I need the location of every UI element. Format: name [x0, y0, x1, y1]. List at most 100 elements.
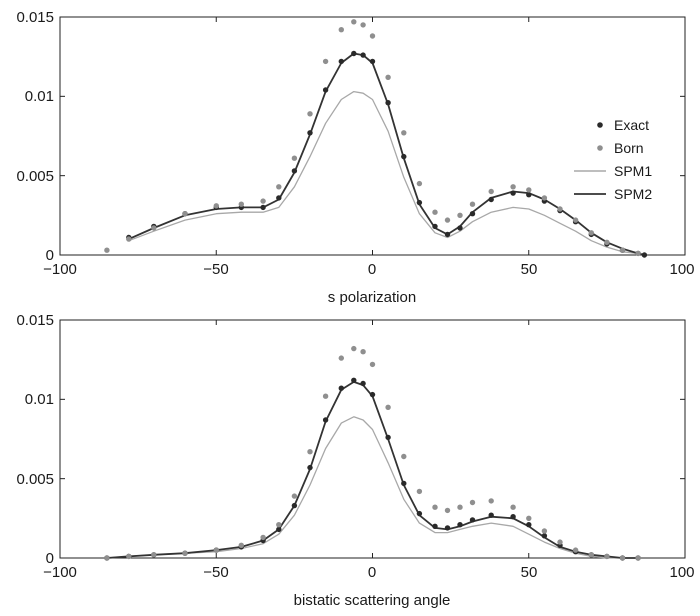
- top-series-exact-point: [360, 52, 366, 58]
- bottom-series-exact-point: [541, 533, 548, 539]
- top-series-born-point: [432, 209, 438, 215]
- top-series-born-point: [276, 184, 282, 190]
- bottom-series-born-point: [401, 453, 407, 460]
- top-series-born-point: [126, 236, 132, 242]
- bottom-series-born-point: [338, 355, 344, 361]
- top-series-born-point: [488, 188, 494, 195]
- bottom-xtick-label: −100: [43, 564, 77, 581]
- legend-label-born: Born: [614, 140, 644, 156]
- bottom-series-spm1-line: [106, 416, 639, 559]
- bottom-series-born-point: [557, 539, 563, 545]
- top-series-born-point: [104, 247, 110, 253]
- bottom-series-born-point: [213, 547, 219, 553]
- top-x-axis-label: s polarization: [328, 289, 416, 306]
- top-series-exact-point: [401, 153, 407, 160]
- legend: Exact Born SPM1 SPM2: [574, 117, 652, 202]
- bottom-series-exact-point: [432, 523, 438, 529]
- bottom-series-born-point: [307, 449, 313, 455]
- bottom-series-exact-point: [338, 385, 344, 391]
- top-series-born-point: [151, 225, 157, 231]
- bottom-ytick-label: 0: [46, 550, 54, 567]
- top-xtick-label: 100: [669, 261, 694, 278]
- top-ytick-label: 0.005: [16, 168, 54, 185]
- top-xtick-label: −100: [43, 261, 77, 278]
- bottom-series-born-point: [238, 542, 244, 548]
- top-series-exact-point: [641, 252, 648, 258]
- legend-label-spm2: SPM2: [614, 186, 652, 202]
- bottom-plot-series: [104, 345, 641, 561]
- top-series-exact-point: [526, 192, 532, 198]
- top-plot-series: [104, 19, 648, 258]
- top-series-born-point: [416, 180, 423, 187]
- legend-swatch-exact: [597, 122, 603, 128]
- bottom-series-exact-point: [360, 380, 366, 387]
- bottom-series-exact-point: [401, 480, 407, 487]
- top-series-born-point: [604, 239, 610, 245]
- top-series-exact-point: [457, 225, 463, 231]
- legend-swatch-born: [597, 145, 603, 151]
- top-series-born-point: [360, 22, 366, 28]
- bottom-ytick-label: 0.01: [25, 391, 54, 408]
- bottom-series-born-point: [541, 528, 548, 534]
- top-series-exact-point: [260, 204, 266, 211]
- bottom-series-born-point: [488, 498, 494, 504]
- bottom-series-born-point: [322, 393, 329, 399]
- top-series-born-point: [322, 58, 329, 65]
- bottom-xtick-label: 100: [669, 564, 694, 581]
- top-series-born-point: [619, 247, 626, 253]
- top-series-born-point: [182, 211, 188, 217]
- bottom-series-born-point: [588, 552, 594, 558]
- bottom-series-born-point: [444, 507, 451, 514]
- top-ytick-label: 0: [46, 247, 54, 264]
- bottom-series-born-point: [182, 550, 188, 556]
- bottom-series-born-point: [151, 552, 157, 558]
- bottom-series-born-point: [385, 404, 391, 410]
- bottom-series-exact-point: [469, 517, 476, 523]
- bottom-series-born-point: [526, 515, 532, 521]
- bottom-plot-ticks: [59, 319, 686, 559]
- bottom-series-born-point: [604, 553, 610, 560]
- top-series-exact-point: [416, 199, 423, 206]
- top-series-born-point: [557, 206, 563, 212]
- top-ytick-label: 0.015: [16, 9, 54, 26]
- bottom-series-born-point: [351, 345, 357, 352]
- bottom-series-born-point: [126, 553, 132, 560]
- top-series-exact-point: [432, 223, 438, 230]
- top-series-exact-point: [469, 211, 476, 217]
- bottom-x-axis-label: bistatic scattering angle: [294, 592, 451, 609]
- top-series-born-point: [444, 217, 451, 223]
- bottom-series-exact-point: [322, 417, 329, 423]
- bottom-series-exact-point: [307, 464, 313, 471]
- bottom-series-born-point: [104, 555, 110, 561]
- bottom-series-exact-point: [369, 391, 376, 398]
- bottom-series-born-point: [360, 349, 366, 355]
- bottom-series-exact-point: [351, 377, 357, 383]
- bottom-series-born-point: [635, 555, 641, 561]
- top-series-born-point: [572, 217, 579, 223]
- top-plot: 0 0.005 0.01 0.015 −100 −50 0 50 100 s p…: [16, 9, 694, 306]
- top-series-exact-point: [369, 58, 376, 65]
- top-series-exact-point: [385, 100, 391, 106]
- bottom-series-born-point: [457, 504, 463, 510]
- top-series-born-point: [510, 184, 516, 190]
- bottom-plot-frame: [59, 319, 686, 559]
- top-series-exact-point: [276, 195, 282, 201]
- top-series-exact-point: [444, 231, 451, 238]
- bottom-series-exact-point: [416, 510, 423, 517]
- bottom-ytick-label: 0.005: [16, 471, 54, 488]
- bottom-series-exact-point: [457, 522, 463, 528]
- top-series-born-point: [401, 130, 407, 136]
- top-plot-ticks: [59, 16, 686, 256]
- legend-label-spm1: SPM1: [614, 163, 652, 179]
- top-xtick-label: −50: [203, 261, 228, 278]
- bottom-series-born-point: [572, 547, 579, 553]
- top-series-born-point: [338, 27, 344, 33]
- top-series-born-point: [369, 33, 376, 39]
- bottom-series-exact-point: [276, 526, 282, 533]
- bottom-xtick-label: 50: [521, 564, 538, 581]
- bottom-series-born-point: [416, 488, 423, 495]
- top-series-exact-point: [307, 130, 313, 136]
- bottom-series-exact-point: [291, 502, 298, 509]
- bottom-xtick-label: 0: [368, 564, 376, 581]
- bottom-series-born-point: [432, 504, 438, 510]
